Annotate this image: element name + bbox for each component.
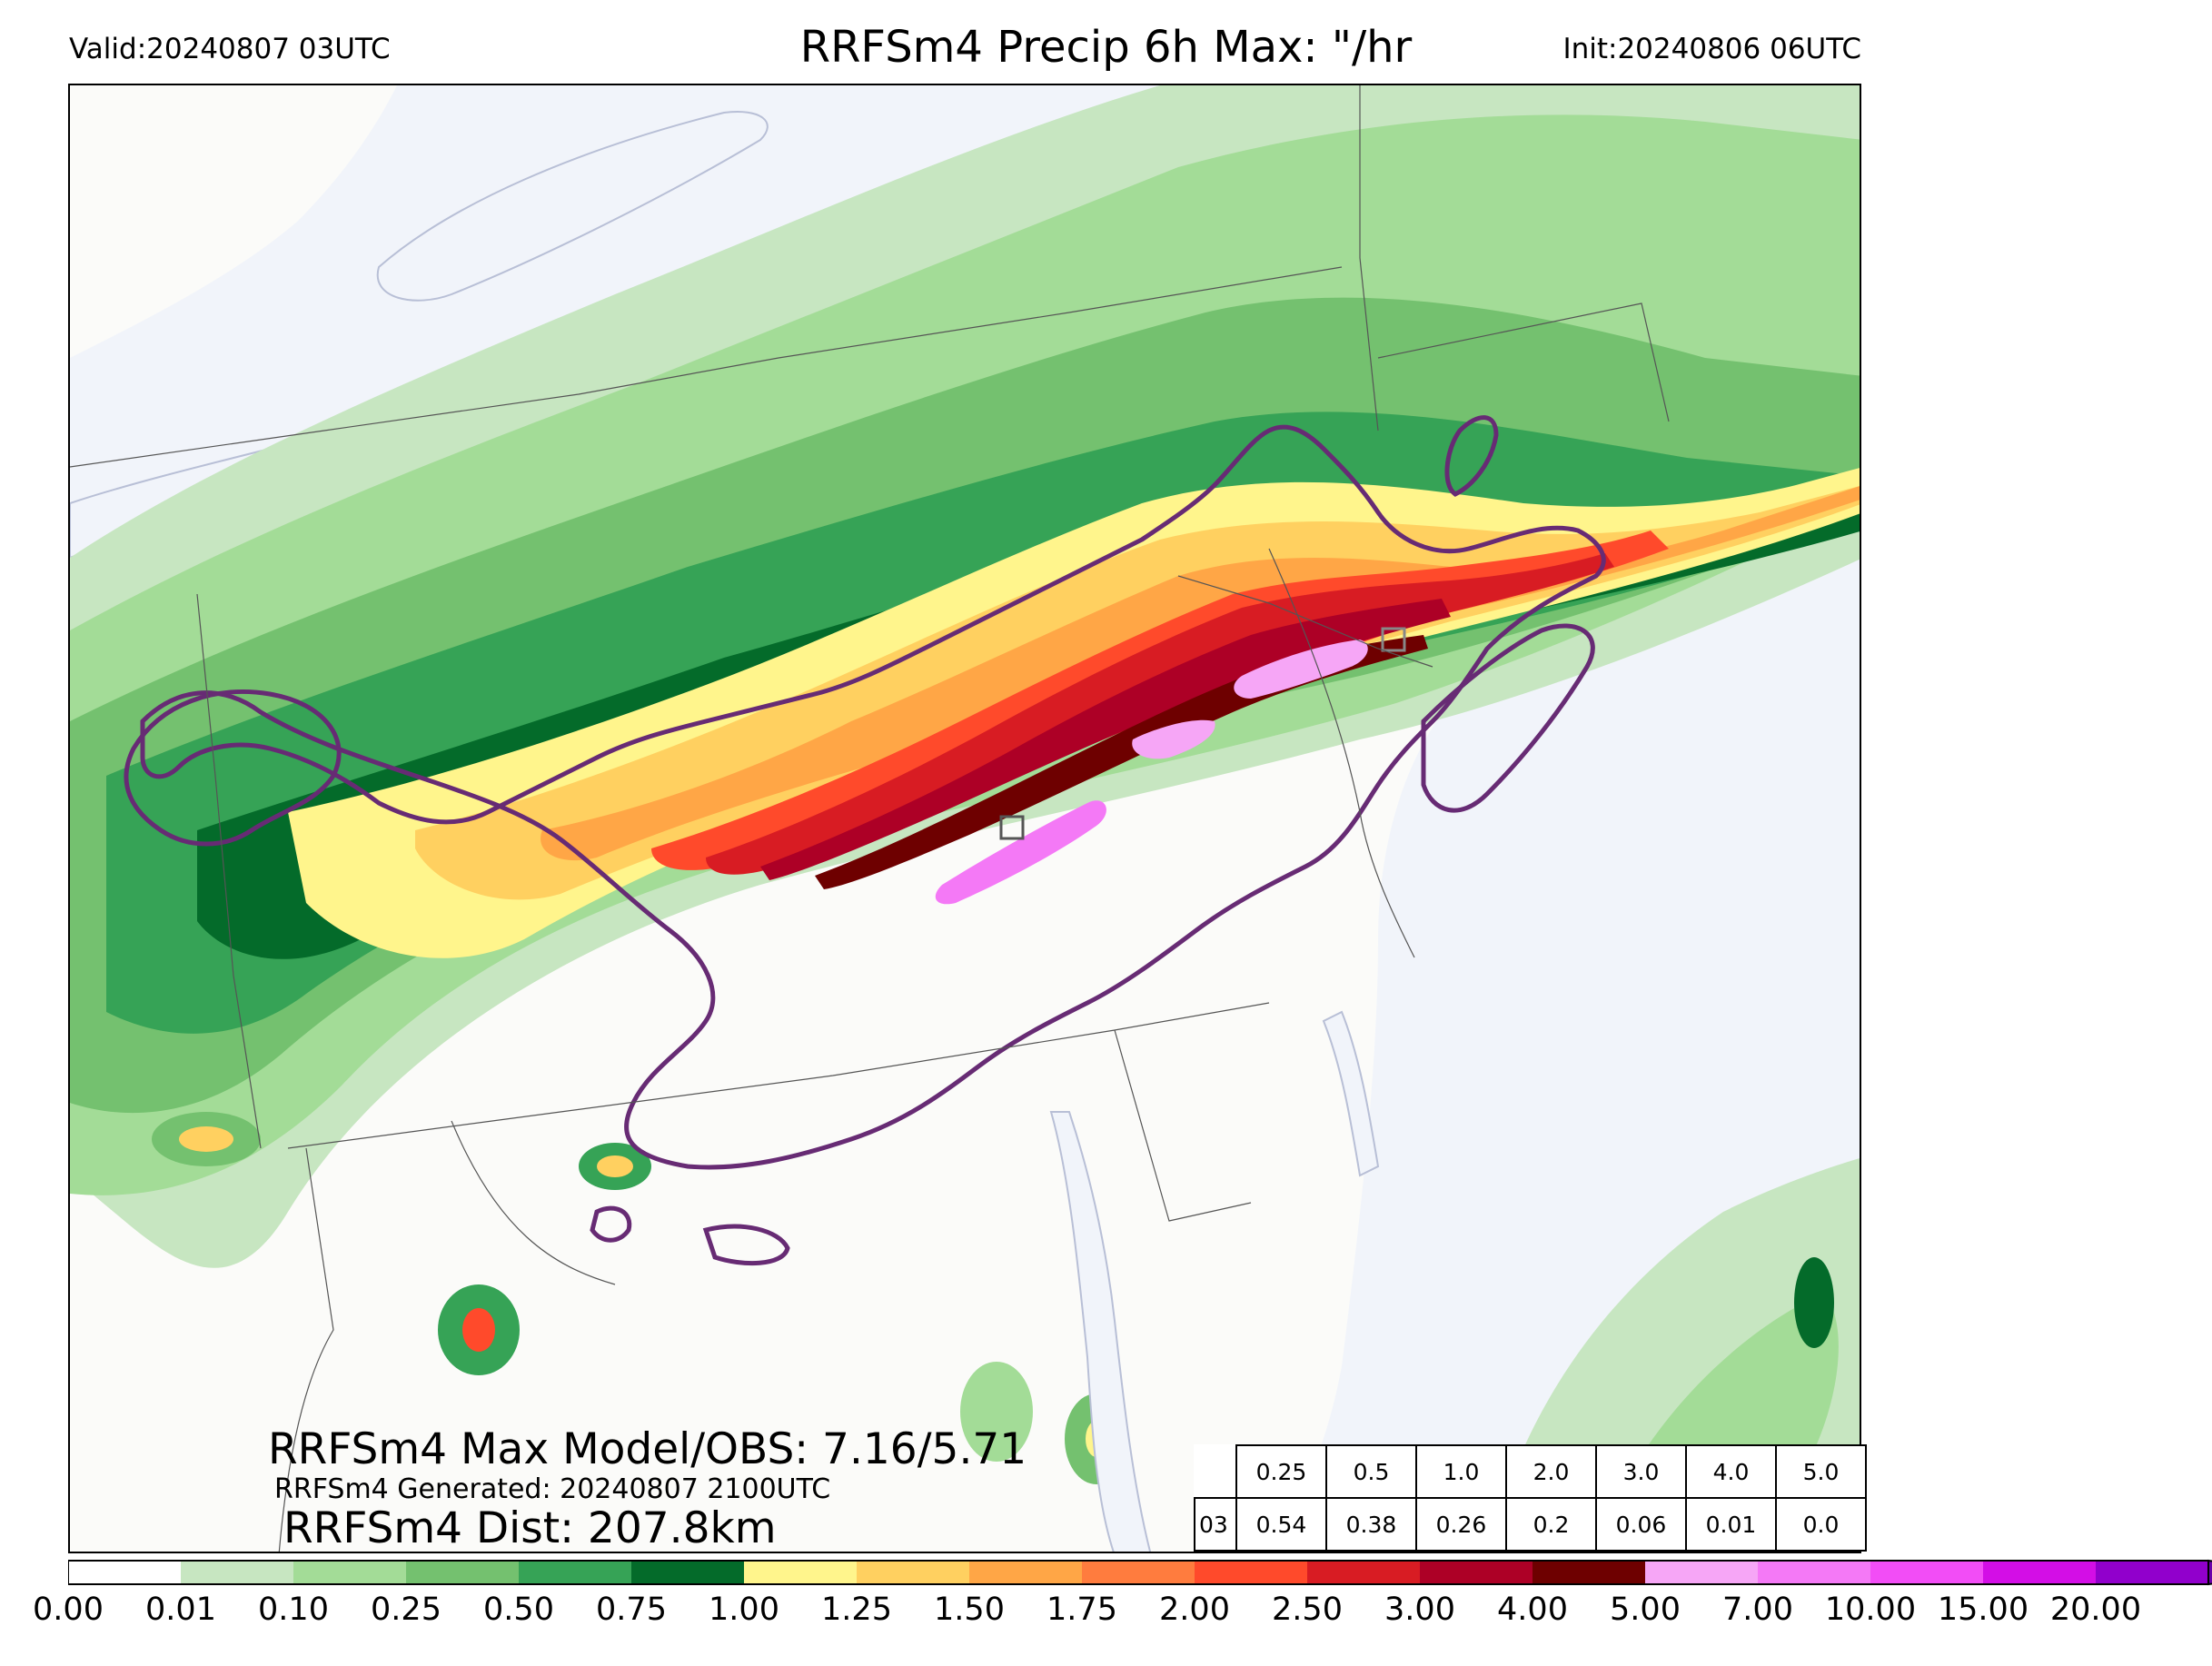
colorbar-segment xyxy=(1983,1561,2096,1584)
colorbar-segment xyxy=(744,1561,857,1584)
state-border-pa-md xyxy=(287,1002,1270,1149)
state-border-new-england xyxy=(1359,85,1670,431)
map-title: RRFSm4 Precip 6h Max: "/hr xyxy=(799,22,1413,73)
value-cell: 0.54 xyxy=(1235,1497,1327,1552)
colorbar-frame xyxy=(68,1560,2209,1585)
valid-time-label: Valid:20240807 03UTC xyxy=(69,33,391,65)
threshold-cell: 3.0 xyxy=(1595,1444,1687,1499)
state-border-va xyxy=(278,1120,616,1552)
threshold-cell: 0.25 xyxy=(1235,1444,1327,1499)
colorbar-tick-label: 1.75 xyxy=(1046,1592,1117,1628)
colorbar-segment xyxy=(519,1561,631,1584)
colorbar-segment xyxy=(406,1561,519,1584)
distance-label: RRFSm4 Dist: 207.8km xyxy=(283,1503,777,1553)
colorbar-tick-label: 0.10 xyxy=(258,1592,329,1628)
value-cell: 0.26 xyxy=(1415,1497,1507,1552)
colorbar-segment xyxy=(1870,1561,1983,1584)
colorbar-segment xyxy=(181,1561,293,1584)
value-cell: 0.06 xyxy=(1595,1497,1687,1552)
state-border-ny-nj xyxy=(1177,575,1433,668)
threshold-cell: 5.0 xyxy=(1775,1444,1867,1499)
colorbar-tick-label: 4.00 xyxy=(1497,1592,1568,1628)
colorbar-tick-label: 0.25 xyxy=(371,1592,441,1628)
colorbar-segment xyxy=(969,1561,1082,1584)
threshold-cell: 2.0 xyxy=(1505,1444,1597,1499)
observed-precip-outline xyxy=(140,424,1606,1170)
precip-500-core-c xyxy=(1132,719,1215,759)
precip-cell-south-4 xyxy=(960,1362,1033,1462)
precip-cell-offshore-core xyxy=(1794,1257,1834,1348)
colorbar xyxy=(68,1559,2212,1586)
observed-outline-west xyxy=(124,689,342,847)
threshold-header-row: 0.25 0.5 1.0 2.0 3.0 4.0 5.0 xyxy=(1195,1444,1867,1499)
colorbar-segment xyxy=(1420,1561,1533,1584)
colorbar-tick-label: 0.75 xyxy=(596,1592,667,1628)
colorbar-segment xyxy=(1533,1561,1645,1584)
value-cell: 0.2 xyxy=(1505,1497,1597,1552)
colorbar-tick-label: 0.00 xyxy=(33,1592,104,1628)
state-border-nj xyxy=(1268,548,1415,958)
max-model-obs-label: RRFSm4 Max Model/OBS: 7.16/5.71 xyxy=(268,1424,1027,1474)
threshold-cell: 1.0 xyxy=(1415,1444,1507,1499)
precip-300-core xyxy=(760,599,1451,880)
colorbar-tick-label: 1.00 xyxy=(709,1592,779,1628)
observation-box-primary xyxy=(999,815,1025,840)
colorbar-tick-label: 10.00 xyxy=(1824,1592,1917,1628)
threshold-table: 0.25 0.5 1.0 2.0 3.0 4.0 5.0 03 0.54 0.3… xyxy=(1194,1444,1867,1552)
colorbar-tick-label: 1.25 xyxy=(821,1592,892,1628)
value-cell: 0.38 xyxy=(1325,1497,1417,1552)
colorbar-segment xyxy=(857,1561,969,1584)
colorbar-segment xyxy=(2096,1561,2208,1584)
observation-box-secondary xyxy=(1381,627,1406,652)
colorbar-tick-label: 7.00 xyxy=(1722,1592,1793,1628)
precip-400-core xyxy=(815,635,1428,889)
observed-outline-north xyxy=(1444,415,1499,497)
delaware-bay xyxy=(1322,1010,1380,1177)
precip-500-core-a xyxy=(935,800,1106,905)
value-cell: 0.01 xyxy=(1685,1497,1777,1552)
colorbar-tick-label: 0.50 xyxy=(483,1592,554,1628)
colorbar-segment xyxy=(1645,1561,1758,1584)
land-mass-north xyxy=(70,85,397,358)
colorbar-segment xyxy=(1307,1561,1420,1584)
state-border-pa-west xyxy=(196,593,262,1149)
colorbar-tick-label: 1.50 xyxy=(934,1592,1005,1628)
state-border-ny-pa xyxy=(70,266,1343,468)
table-corner xyxy=(1195,1445,1236,1498)
colorbar-tick-label: 2.00 xyxy=(1159,1592,1230,1628)
threshold-value-row: 03 0.54 0.38 0.26 0.2 0.06 0.01 0.0 xyxy=(1194,1497,1867,1552)
lake-ontario xyxy=(376,111,769,302)
colorbar-tick-label: 20.00 xyxy=(2049,1592,2142,1628)
value-cell: 0.0 xyxy=(1775,1497,1867,1552)
precip-cell-south-2-core xyxy=(462,1308,495,1352)
colorbar-tick-label: 0.01 xyxy=(145,1592,216,1628)
colorbar-tick-label: 3.00 xyxy=(1384,1592,1455,1628)
chesapeake-bay xyxy=(1049,1111,1152,1552)
init-time-label: Init:20240806 06UTC xyxy=(1562,33,1861,65)
colorbar-tick-label: 15.00 xyxy=(1937,1592,2029,1628)
colorbar-segment xyxy=(1758,1561,1870,1584)
precip-cell-south-3-core xyxy=(597,1155,633,1177)
colorbar-segment xyxy=(1082,1561,1195,1584)
colorbar-segments xyxy=(68,1561,2208,1584)
observed-outline-east xyxy=(1421,623,1595,813)
generated-time-label: RRFSm4 Generated: 20240807 2100UTC xyxy=(274,1473,831,1505)
colorbar-tick-label: 5.00 xyxy=(1610,1592,1681,1628)
colorbar-segment xyxy=(631,1561,744,1584)
colorbar-segment xyxy=(68,1561,181,1584)
row-label: 03 xyxy=(1194,1497,1237,1552)
state-border-de xyxy=(1114,1029,1252,1222)
colorbar-segment xyxy=(293,1561,406,1584)
colorbar-tick-label: 2.50 xyxy=(1272,1592,1343,1628)
colorbar-segment xyxy=(1195,1561,1307,1584)
observed-outline-south-2 xyxy=(590,1205,632,1243)
observed-outline-south-1 xyxy=(702,1224,790,1266)
map-canvas xyxy=(70,85,1860,1552)
threshold-cell: 4.0 xyxy=(1685,1444,1777,1499)
precip-500-core-b xyxy=(1234,640,1368,699)
precip-map xyxy=(68,84,1861,1553)
precip-cell-south-1-core xyxy=(179,1126,233,1152)
threshold-cell: 0.5 xyxy=(1325,1444,1417,1499)
